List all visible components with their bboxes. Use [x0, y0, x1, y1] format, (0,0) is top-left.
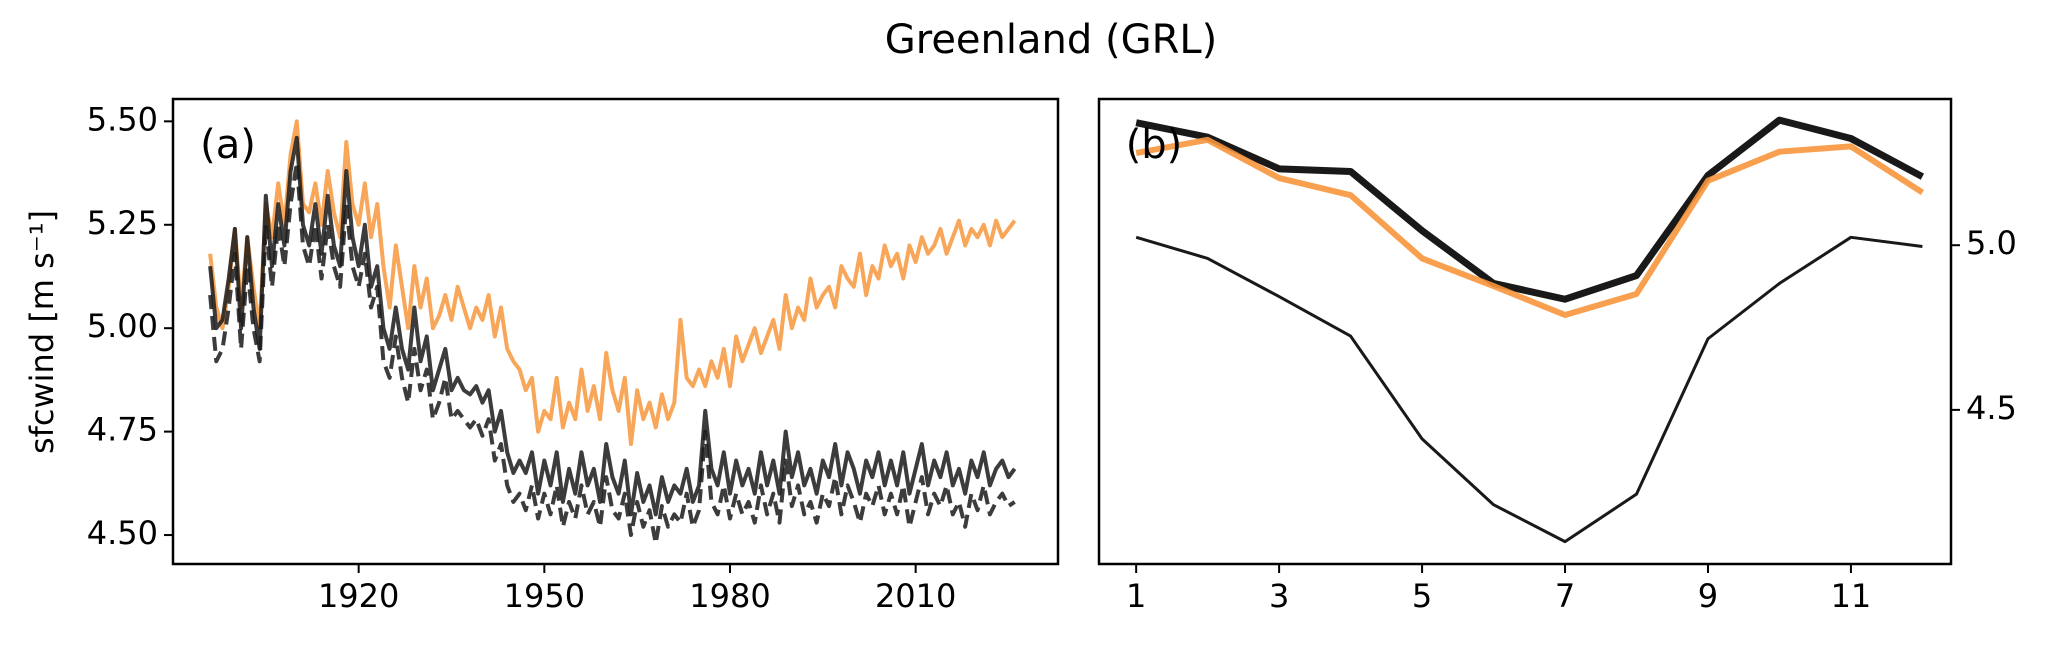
x-tick-label: 1950: [504, 577, 585, 615]
data-line: [208, 160, 1016, 546]
x-tick-label: 3: [1269, 577, 1289, 615]
y-tick-label: 5.50: [87, 100, 158, 138]
y-tick-label: 4.75: [87, 411, 158, 449]
x-tick-label: 1980: [689, 577, 770, 615]
axes-frame: [1097, 97, 1953, 566]
y-tick-label: 4.5: [1966, 389, 2017, 427]
data-line: [208, 119, 1017, 447]
data-line: [1135, 136, 1925, 319]
y-tick-label: 4.50: [87, 514, 158, 552]
figure-title: Greenland (GRL): [885, 17, 1218, 63]
y-tick-label: 5.00: [87, 307, 158, 345]
x-tick-label: 1920: [318, 577, 399, 615]
y-tick-label: 5.25: [87, 204, 158, 242]
y-axis-label: sfcwind [m s⁻¹]: [23, 210, 61, 454]
panel-label: (b): [1126, 122, 1183, 168]
x-tick-label: 1: [1126, 577, 1146, 615]
x-tick-label: 11: [1831, 577, 1872, 615]
x-tick-label: 5: [1412, 577, 1432, 615]
panel-label: (a): [200, 122, 256, 168]
y-tick-label: 5.0: [1966, 224, 2017, 262]
x-tick-label: 7: [1555, 577, 1575, 615]
axes-frame: [171, 97, 1060, 566]
data-line: [1135, 235, 1923, 544]
data-line: [208, 135, 1017, 517]
x-tick-label: 2010: [875, 577, 956, 615]
data-line: [1135, 116, 1925, 303]
x-tick-label: 9: [1698, 577, 1718, 615]
